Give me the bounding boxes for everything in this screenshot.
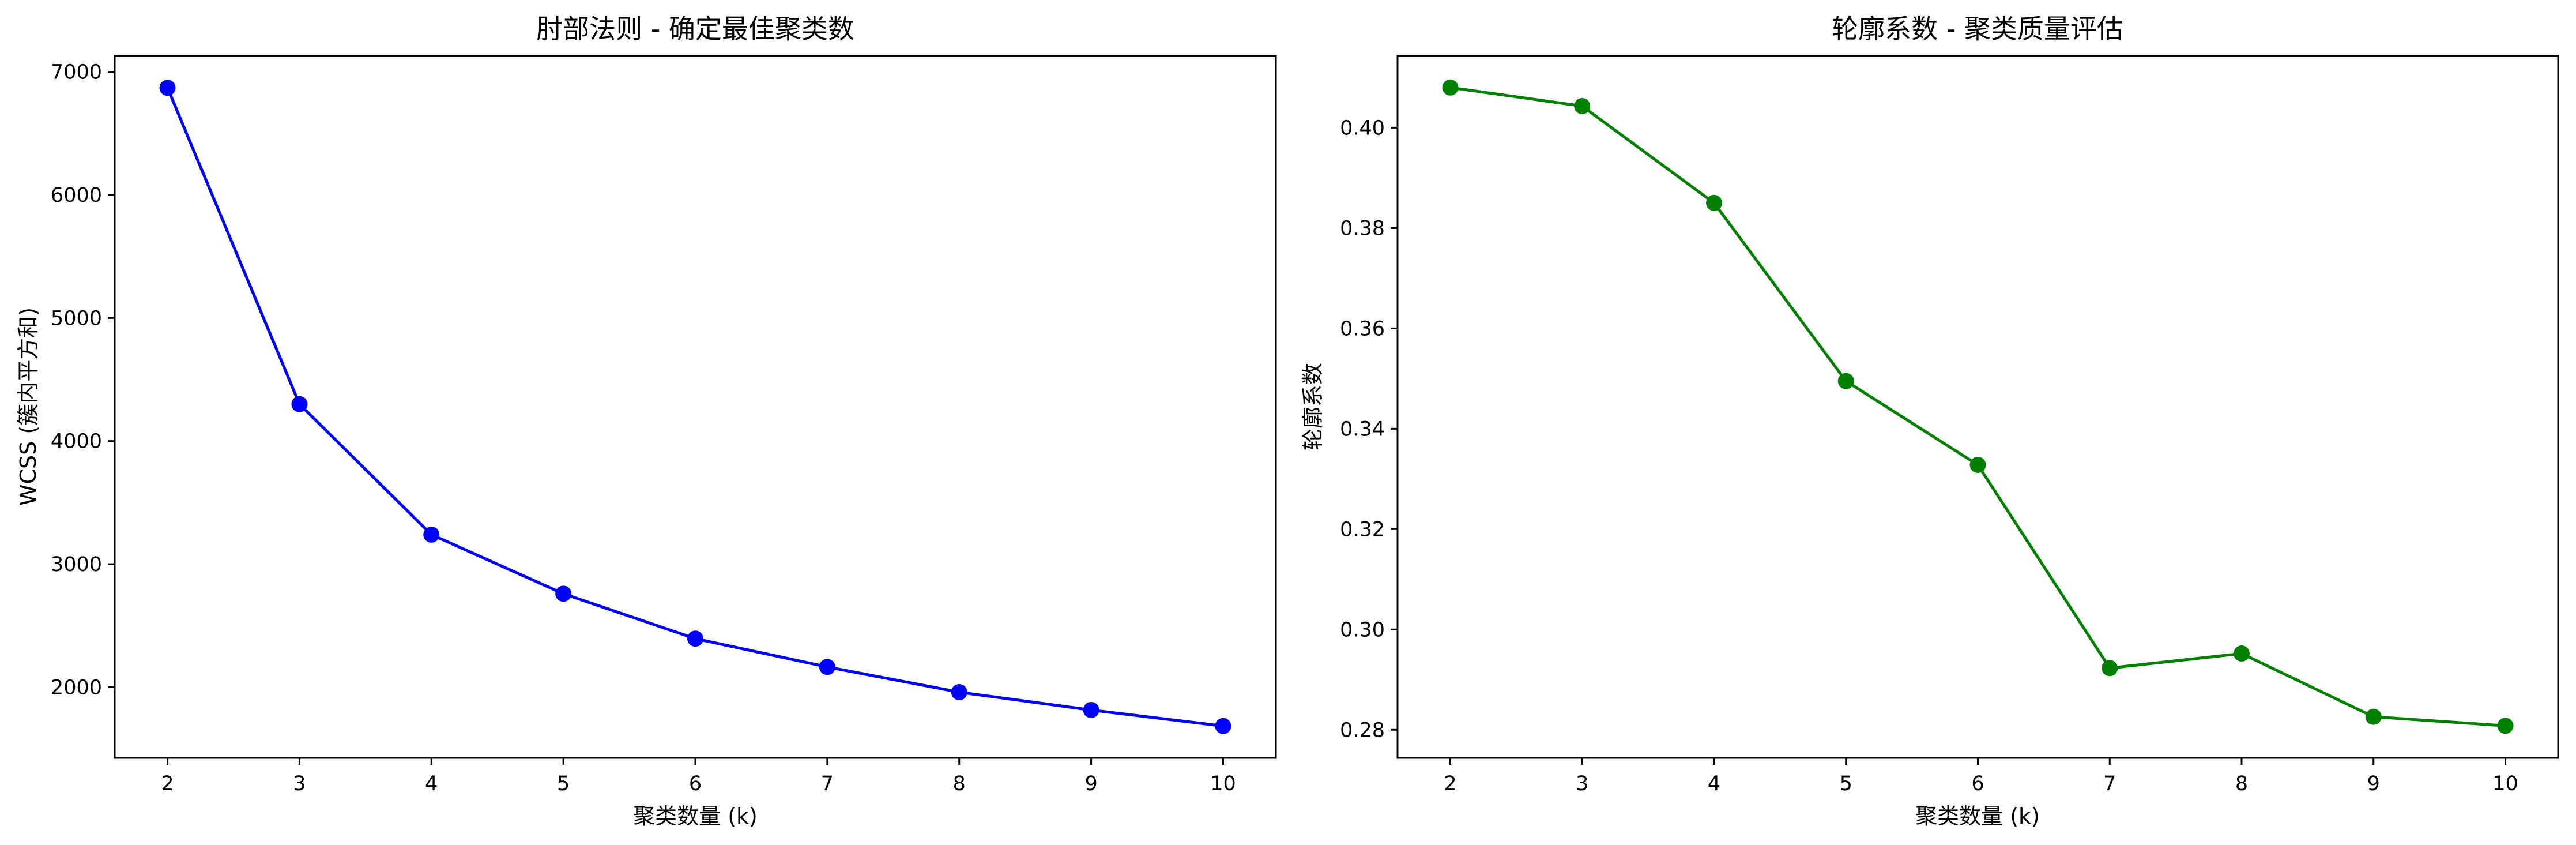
silhouette-x-tick-label: 10 <box>2492 772 2518 795</box>
elbow-data-point <box>819 659 835 675</box>
silhouette-x-tick-label: 6 <box>1971 772 1984 795</box>
elbow-y-tick-label: 3000 <box>51 553 102 576</box>
elbow-data-point <box>1215 718 1231 734</box>
elbow-data-point <box>555 585 572 602</box>
elbow-y-tick-label: 7000 <box>51 61 102 84</box>
silhouette-chart: 轮廓系数 - 聚类质量评估 2 3 4 5 6 7 8 9 10 0.28 0.30 0.32 0.34… <box>1300 13 2559 829</box>
silhouette-y-tick-label: 0.40 <box>1340 117 1385 140</box>
silhouette-y-tick-label: 0.38 <box>1340 217 1385 240</box>
elbow-data-point <box>1083 701 1099 718</box>
silhouette-data-point <box>1574 97 1591 114</box>
elbow-y-tick-label: 4000 <box>51 430 102 453</box>
elbow-chart: 肘部法则 - 确定最佳聚类数 2 3 4 5 6 7 8 9 10 2000 3000 4000 500… <box>16 13 1277 829</box>
silhouette-data-point <box>2365 708 2382 725</box>
silhouette-chart-frame <box>1396 55 2559 759</box>
elbow-data-point <box>423 526 440 543</box>
silhouette-chart-plot-area: 2 3 4 5 6 7 8 9 10 0.28 0.30 0.32 0.34 0.36 0.38 0.40 <box>1340 79 2518 795</box>
elbow-y-tick-label: 2000 <box>51 677 102 700</box>
silhouette-data-point <box>2102 660 2118 677</box>
silhouette-x-tick-label: 7 <box>2103 772 2116 795</box>
silhouette-data-point <box>1969 456 1986 473</box>
silhouette-x-tick-label: 4 <box>1708 772 1720 795</box>
elbow-data-point <box>291 396 308 412</box>
elbow-chart-x-axis-label: 聚类数量 (k) <box>633 803 758 829</box>
elbow-chart-plot-area: 2 3 4 5 6 7 8 9 10 2000 3000 4000 5000 6000 7000 <box>51 61 1236 795</box>
silhouette-data-point <box>1706 194 1722 211</box>
elbow-x-tick-label: 8 <box>953 772 966 795</box>
silhouette-data-point <box>2497 718 2514 734</box>
elbow-data-point <box>951 684 967 701</box>
silhouette-y-tick-label: 0.30 <box>1340 618 1385 641</box>
elbow-chart-title: 肘部法则 - 确定最佳聚类数 <box>536 13 854 44</box>
silhouette-y-tick-label: 0.36 <box>1340 317 1385 340</box>
elbow-x-tick-label: 4 <box>425 772 438 795</box>
elbow-x-tick-label: 6 <box>689 772 702 795</box>
elbow-x-tick-label: 7 <box>821 772 834 795</box>
elbow-data-point <box>159 80 176 96</box>
silhouette-chart-y-axis-label: 轮廓系数 <box>1300 363 1325 450</box>
elbow-y-tick-label: 6000 <box>51 184 102 207</box>
elbow-chart-frame <box>114 55 1277 759</box>
silhouette-x-tick-label: 8 <box>2235 772 2248 795</box>
elbow-x-tick-label: 10 <box>1210 772 1236 795</box>
silhouette-data-point <box>1837 373 1854 389</box>
elbow-x-tick-label: 5 <box>557 772 570 795</box>
silhouette-chart-x-axis-label: 聚类数量 (k) <box>1915 803 2040 829</box>
silhouette-x-tick-label: 3 <box>1576 772 1588 795</box>
silhouette-data-point <box>2234 645 2250 662</box>
elbow-x-tick-label: 2 <box>161 772 174 795</box>
elbow-x-tick-label: 3 <box>293 772 306 795</box>
elbow-series-line <box>166 87 1223 728</box>
silhouette-x-tick-label: 5 <box>1840 772 1852 795</box>
elbow-y-tick-label: 5000 <box>51 307 102 330</box>
elbow-chart-y-axis-label: WCSS (簇内平方和) <box>16 307 41 506</box>
silhouette-data-point <box>1442 79 1459 96</box>
silhouette-y-tick-label: 0.28 <box>1340 719 1385 742</box>
silhouette-x-tick-label: 9 <box>2367 772 2380 795</box>
silhouette-series-line <box>1450 86 2506 727</box>
elbow-x-tick-label: 9 <box>1084 772 1097 795</box>
silhouette-x-tick-label: 2 <box>1444 772 1456 795</box>
silhouette-y-tick-label: 0.32 <box>1340 518 1385 541</box>
silhouette-chart-title: 轮廓系数 - 聚类质量评估 <box>1832 13 2123 44</box>
silhouette-y-tick-label: 0.34 <box>1340 418 1385 441</box>
elbow-data-point <box>687 630 703 647</box>
